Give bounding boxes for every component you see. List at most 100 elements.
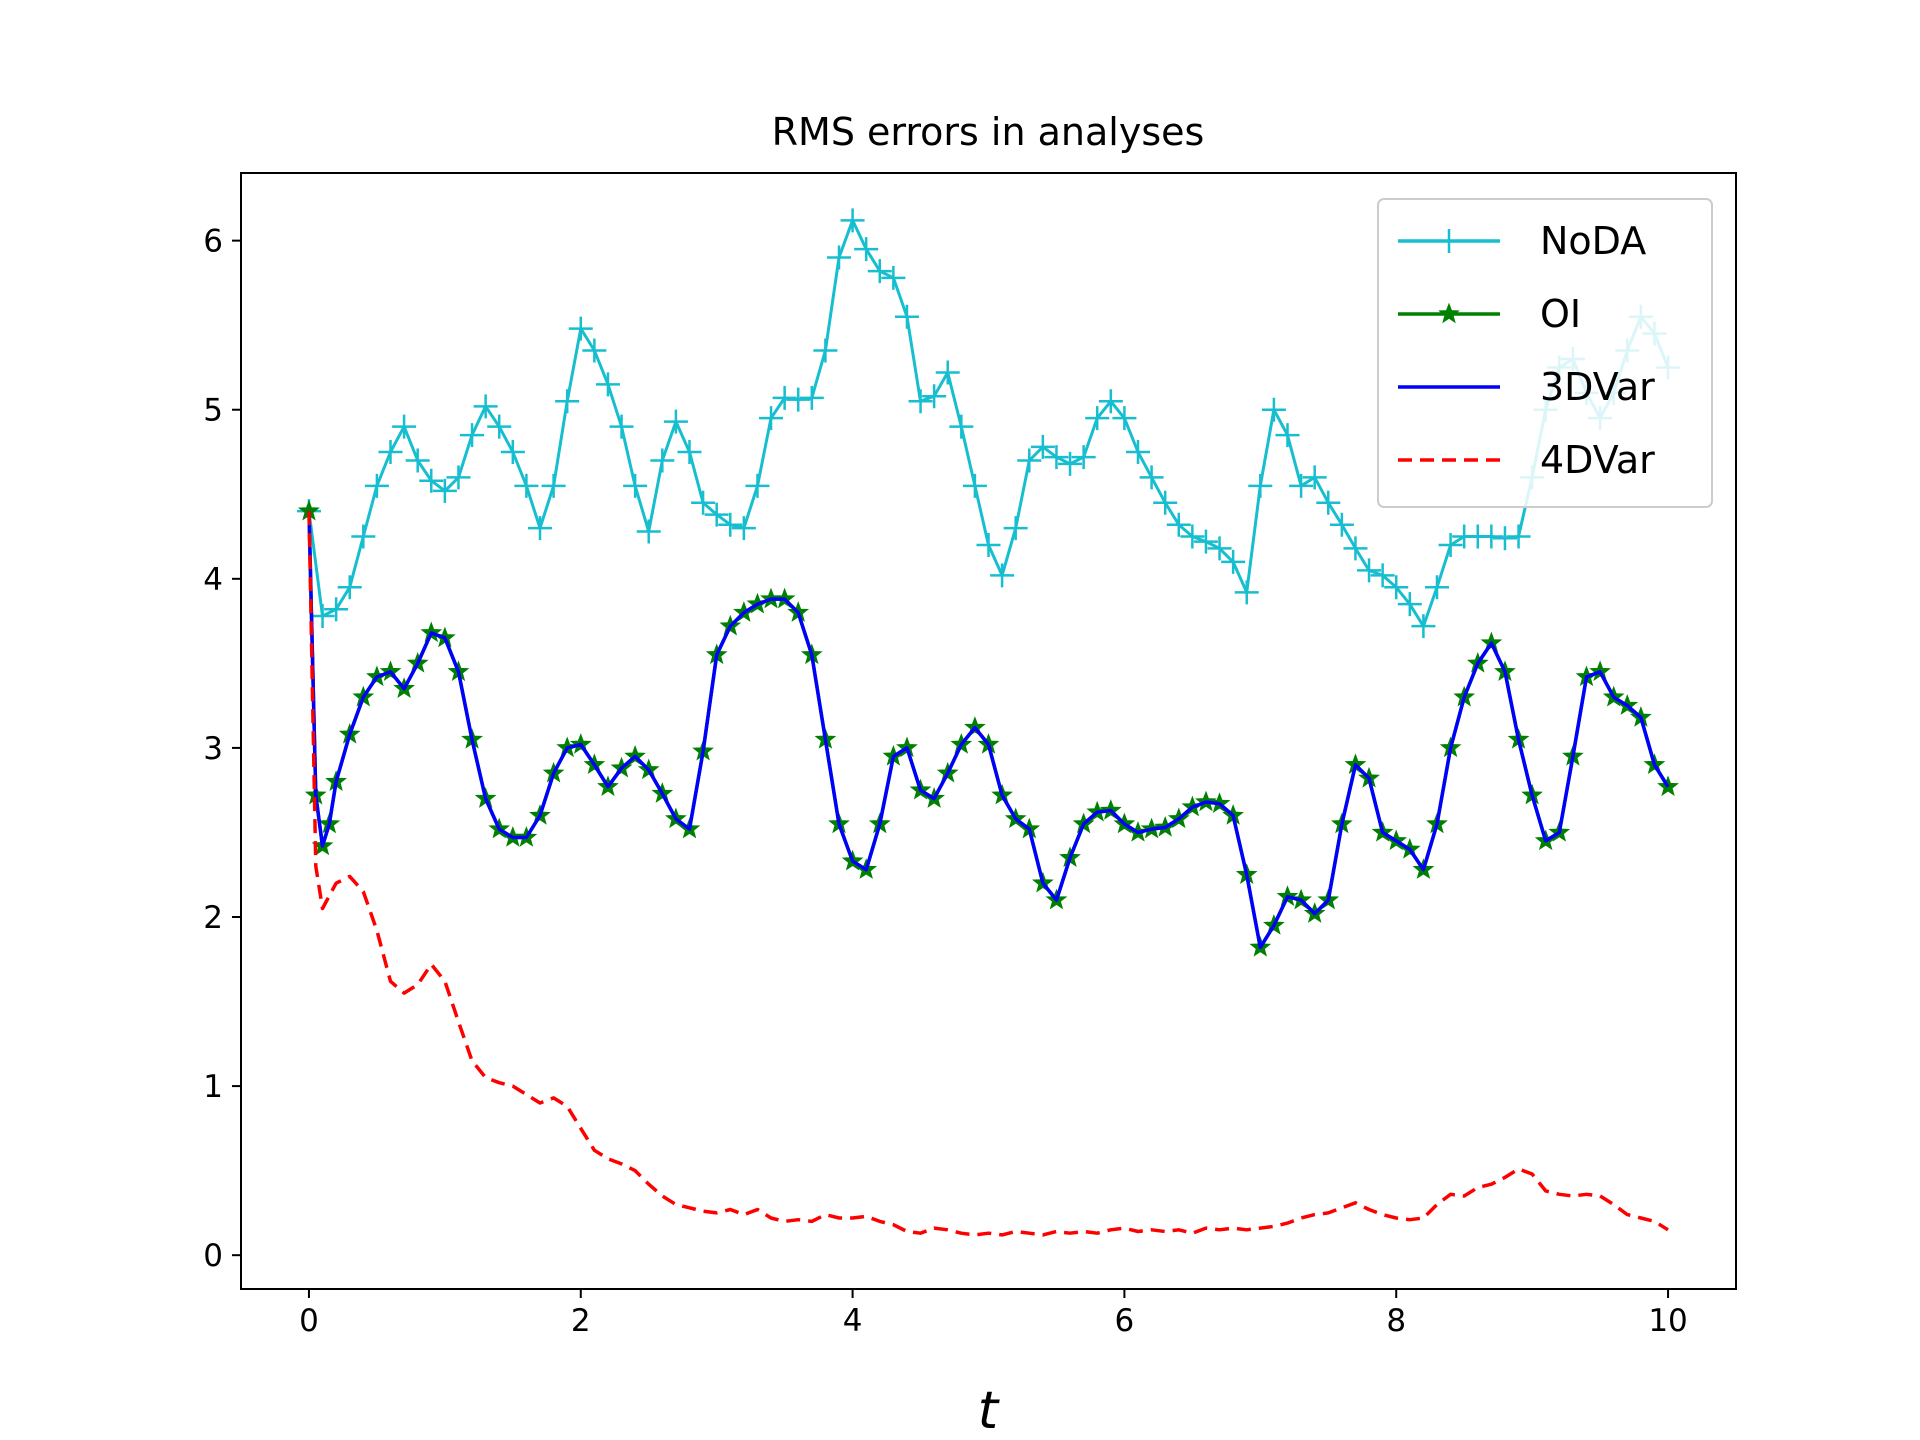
plot-frame xyxy=(240,172,1737,1290)
data-point xyxy=(1289,473,1314,498)
data-point xyxy=(310,604,335,629)
data-point xyxy=(337,575,362,600)
data-point xyxy=(392,414,417,439)
data-point xyxy=(786,387,811,412)
data-point xyxy=(935,360,960,385)
data-point xyxy=(1343,536,1368,561)
y-tick-label: 3 xyxy=(203,731,223,767)
data-point xyxy=(514,473,539,498)
data-point xyxy=(908,389,933,414)
data-point xyxy=(990,563,1015,588)
plot-area xyxy=(240,172,1737,1290)
data-point xyxy=(541,473,566,498)
data-point xyxy=(1003,516,1028,541)
legend-box xyxy=(1377,198,1713,508)
series-line xyxy=(307,511,1669,1237)
data-point xyxy=(500,440,525,464)
data-point xyxy=(324,597,349,622)
series-3dvar xyxy=(307,511,1670,950)
data-point xyxy=(1193,529,1218,554)
data-point xyxy=(487,414,512,439)
data-point xyxy=(1370,563,1395,588)
data-point xyxy=(582,338,607,363)
data-point xyxy=(378,440,403,464)
data-point xyxy=(827,245,851,270)
data-point xyxy=(677,440,702,464)
data-point xyxy=(881,265,906,290)
data-point xyxy=(1085,406,1110,431)
data-point xyxy=(364,473,389,498)
data-point xyxy=(894,304,919,329)
legend-label: 3DVar xyxy=(1540,365,1655,409)
legend-entry: NoDA xyxy=(1398,219,1646,263)
data-point xyxy=(1357,558,1382,583)
y-tick-label: 5 xyxy=(203,393,223,429)
data-point xyxy=(636,519,661,544)
data-point xyxy=(1411,614,1436,639)
legend-label: 4DVar xyxy=(1540,438,1655,482)
data-point xyxy=(854,237,879,262)
legend-marker xyxy=(1437,229,1461,253)
data-point xyxy=(1302,465,1327,490)
data-point xyxy=(1139,465,1164,490)
data-point xyxy=(1126,440,1150,464)
data-point xyxy=(609,414,634,439)
data-point xyxy=(419,468,444,493)
data-point xyxy=(731,516,756,541)
data-point xyxy=(555,389,580,414)
x-axis: 0 2 4 6 8 10 xyxy=(299,1289,1688,1339)
data-point xyxy=(1316,490,1341,515)
legend-label: OI xyxy=(1540,292,1581,336)
data-point xyxy=(840,208,865,233)
legend-marker xyxy=(1438,302,1460,324)
data-point xyxy=(962,473,987,498)
data-point xyxy=(867,259,892,284)
data-point xyxy=(1275,423,1300,448)
data-point xyxy=(1207,536,1232,561)
data-point xyxy=(405,448,430,473)
data-point xyxy=(922,384,947,409)
data-point xyxy=(1058,451,1083,476)
data-point xyxy=(1166,512,1191,537)
data-point xyxy=(1425,575,1449,600)
x-tick-label: 4 xyxy=(843,1303,863,1339)
data-point xyxy=(1261,397,1286,422)
data-point xyxy=(1017,448,1042,473)
data-point xyxy=(718,512,743,537)
data-point xyxy=(446,465,471,490)
x-axis-label: t xyxy=(978,1381,1000,1440)
data-point xyxy=(1248,473,1273,498)
x-tick-label: 6 xyxy=(1115,1303,1135,1339)
data-point xyxy=(650,448,675,473)
legend-entry: 3DVar xyxy=(1398,365,1655,409)
data-point xyxy=(1506,524,1531,549)
data-point xyxy=(1098,389,1123,414)
legend: NoDA OI 3DVar 4DVar xyxy=(1377,198,1713,508)
data-point xyxy=(528,516,552,541)
data-point xyxy=(813,338,838,363)
y-axis: 0 1 2 3 4 5 6 xyxy=(203,224,241,1274)
x-tick-label: 8 xyxy=(1386,1303,1406,1339)
legend-entry: OI xyxy=(1398,292,1581,336)
y-tick-label: 2 xyxy=(203,900,223,936)
chart-title: RMS errors in analyses xyxy=(772,110,1205,154)
y-tick-label: 6 xyxy=(203,224,223,260)
series-4dvar xyxy=(307,511,1669,1237)
data-point xyxy=(799,385,824,410)
data-point xyxy=(1234,580,1259,605)
legend-entry: 4DVar xyxy=(1398,438,1655,482)
data-point xyxy=(1044,445,1069,470)
y-tick-label: 4 xyxy=(203,562,223,598)
data-point xyxy=(745,473,770,498)
series-layer xyxy=(296,208,1681,1237)
data-point xyxy=(1479,524,1504,549)
data-point xyxy=(1221,549,1246,574)
data-point xyxy=(473,394,498,419)
data-point xyxy=(623,473,648,498)
series-line xyxy=(307,511,1670,950)
data-point xyxy=(1112,406,1137,431)
data-point xyxy=(704,502,729,527)
data-point xyxy=(568,316,593,341)
data-point xyxy=(949,414,974,439)
